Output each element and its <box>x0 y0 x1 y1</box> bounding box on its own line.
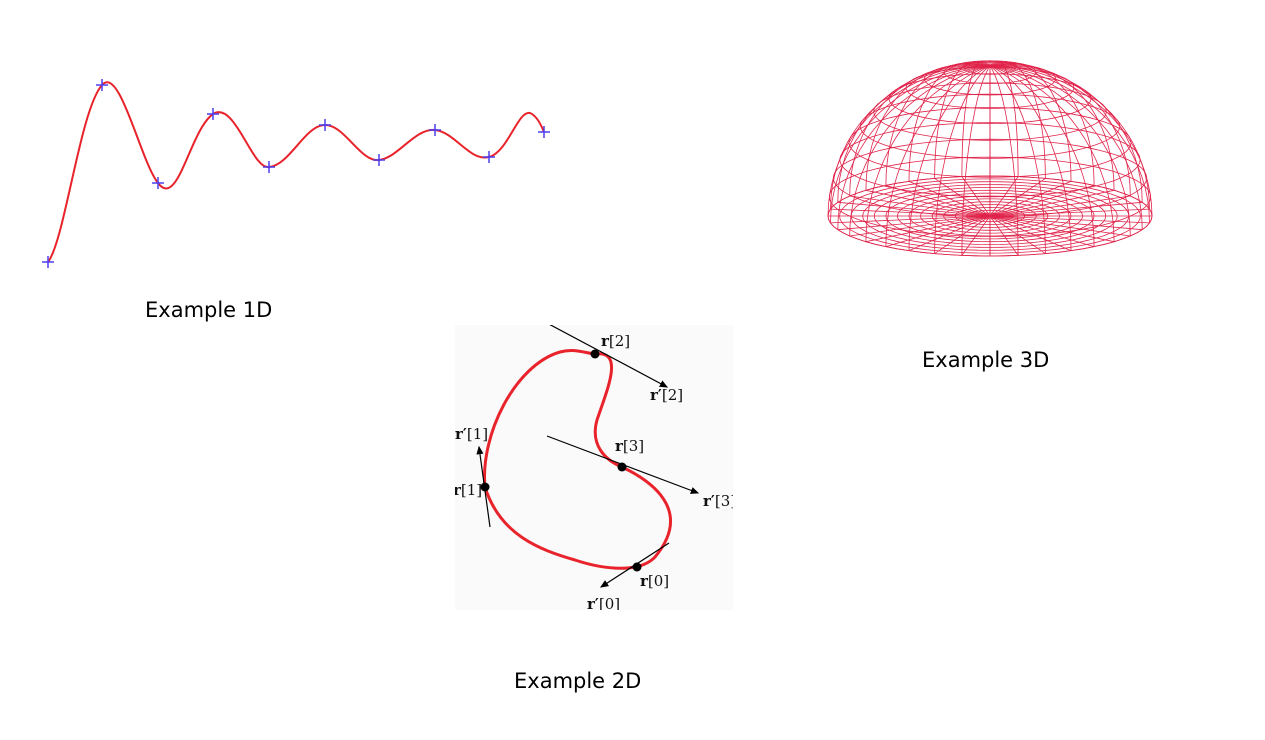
knot-marker <box>538 126 550 138</box>
base-spoke <box>865 215 991 243</box>
label-r2: r[2] <box>601 332 630 350</box>
point-r0 <box>632 562 642 572</box>
base-spoke <box>908 215 991 251</box>
base-spoke <box>989 215 1095 247</box>
meridian-line <box>827 65 991 217</box>
base-spoke <box>989 215 1019 256</box>
base-spoke <box>989 176 1019 217</box>
base-spoke <box>830 208 991 217</box>
hemisphere-wireframe <box>827 60 1153 257</box>
base-spoke <box>961 215 991 256</box>
meridian-line <box>989 65 1150 210</box>
base-spoke <box>989 215 1072 251</box>
meridian-line <box>989 63 1115 191</box>
meridian-line <box>989 62 1095 186</box>
base-spoke <box>989 215 1143 231</box>
base-spoke <box>885 185 991 217</box>
meridian-line <box>830 65 991 223</box>
label-r-prime-0: r′[0] <box>587 595 620 610</box>
base-spoke <box>934 215 991 254</box>
spline-1d-curve <box>47 81 545 263</box>
meridian-line <box>989 64 1131 197</box>
knot-marker <box>429 124 441 136</box>
label-r1: r[1] <box>455 481 482 499</box>
knot-marker <box>263 161 275 173</box>
example-1d-panel <box>30 70 570 280</box>
base-spoke <box>989 215 1131 237</box>
meridian-line <box>934 60 991 179</box>
label-r-prime-3: r′[3] <box>703 492 733 510</box>
meridian-line <box>989 60 1019 177</box>
knot-markers <box>42 79 550 268</box>
knot-marker <box>207 108 219 120</box>
base-spoke <box>989 201 1143 217</box>
point-r1 <box>480 482 490 492</box>
meridian-line <box>989 65 1019 256</box>
base-spoke <box>989 195 1131 217</box>
base-spoke <box>885 215 991 247</box>
base-spoke <box>837 201 991 217</box>
knot-marker <box>152 177 164 189</box>
knot-marker <box>483 151 495 163</box>
example-3d-panel <box>815 40 1165 300</box>
knot-marker <box>319 119 331 131</box>
base-spoke <box>989 189 1115 217</box>
point-r3 <box>617 462 627 472</box>
caption-example-2d: Example 2D <box>514 669 642 693</box>
base-spoke <box>989 185 1095 217</box>
meridian-line <box>961 60 991 177</box>
base-spoke <box>934 178 991 217</box>
point-r2 <box>590 349 600 359</box>
label-r-prime-2: r′[2] <box>650 386 683 404</box>
tangent-line-r2 <box>544 321 669 388</box>
meridian-line <box>989 65 1150 223</box>
base-spoke <box>908 181 991 217</box>
base-spoke <box>989 215 1046 254</box>
closed-curve-2d <box>483 348 672 570</box>
meridian-line <box>961 65 991 256</box>
base-spoke <box>849 195 991 217</box>
knot-marker <box>42 256 54 268</box>
base-spoke <box>849 215 991 237</box>
spline-1d-plot <box>42 79 550 268</box>
base-spoke <box>989 215 1150 224</box>
figure-background <box>455 325 733 610</box>
caption-example-3d: Example 3D <box>922 348 1050 372</box>
meridian-line <box>989 65 1153 217</box>
curve-2d-figure: r[2] r′[2] r[3] r′[3] r′[1] r[1] r[0] r′… <box>453 321 736 613</box>
base-spoke <box>989 181 1072 217</box>
wireframe-mesh <box>827 60 1153 257</box>
knot-marker <box>96 79 108 91</box>
label-r0: r[0] <box>640 572 669 590</box>
caption-example-1d: Example 1D <box>145 298 273 322</box>
label-r3: r[3] <box>615 437 644 455</box>
meridian-line <box>908 61 991 182</box>
base-spoke <box>865 189 991 217</box>
example-2d-panel: r[2] r′[2] r[3] r′[3] r′[1] r[1] r[0] r′… <box>453 321 736 613</box>
meridian-line <box>989 65 1115 242</box>
meridian-line <box>989 60 1046 179</box>
label-r-prime-1: r′[1] <box>455 425 488 443</box>
base-spoke <box>989 208 1150 217</box>
base-spoke <box>837 215 991 231</box>
meridian-line <box>989 61 1072 182</box>
knot-marker <box>373 154 385 166</box>
meridian-line <box>865 65 991 242</box>
base-spoke <box>989 178 1046 217</box>
base-spoke <box>989 215 1115 243</box>
base-spoke <box>830 215 991 224</box>
base-spoke <box>961 176 991 217</box>
